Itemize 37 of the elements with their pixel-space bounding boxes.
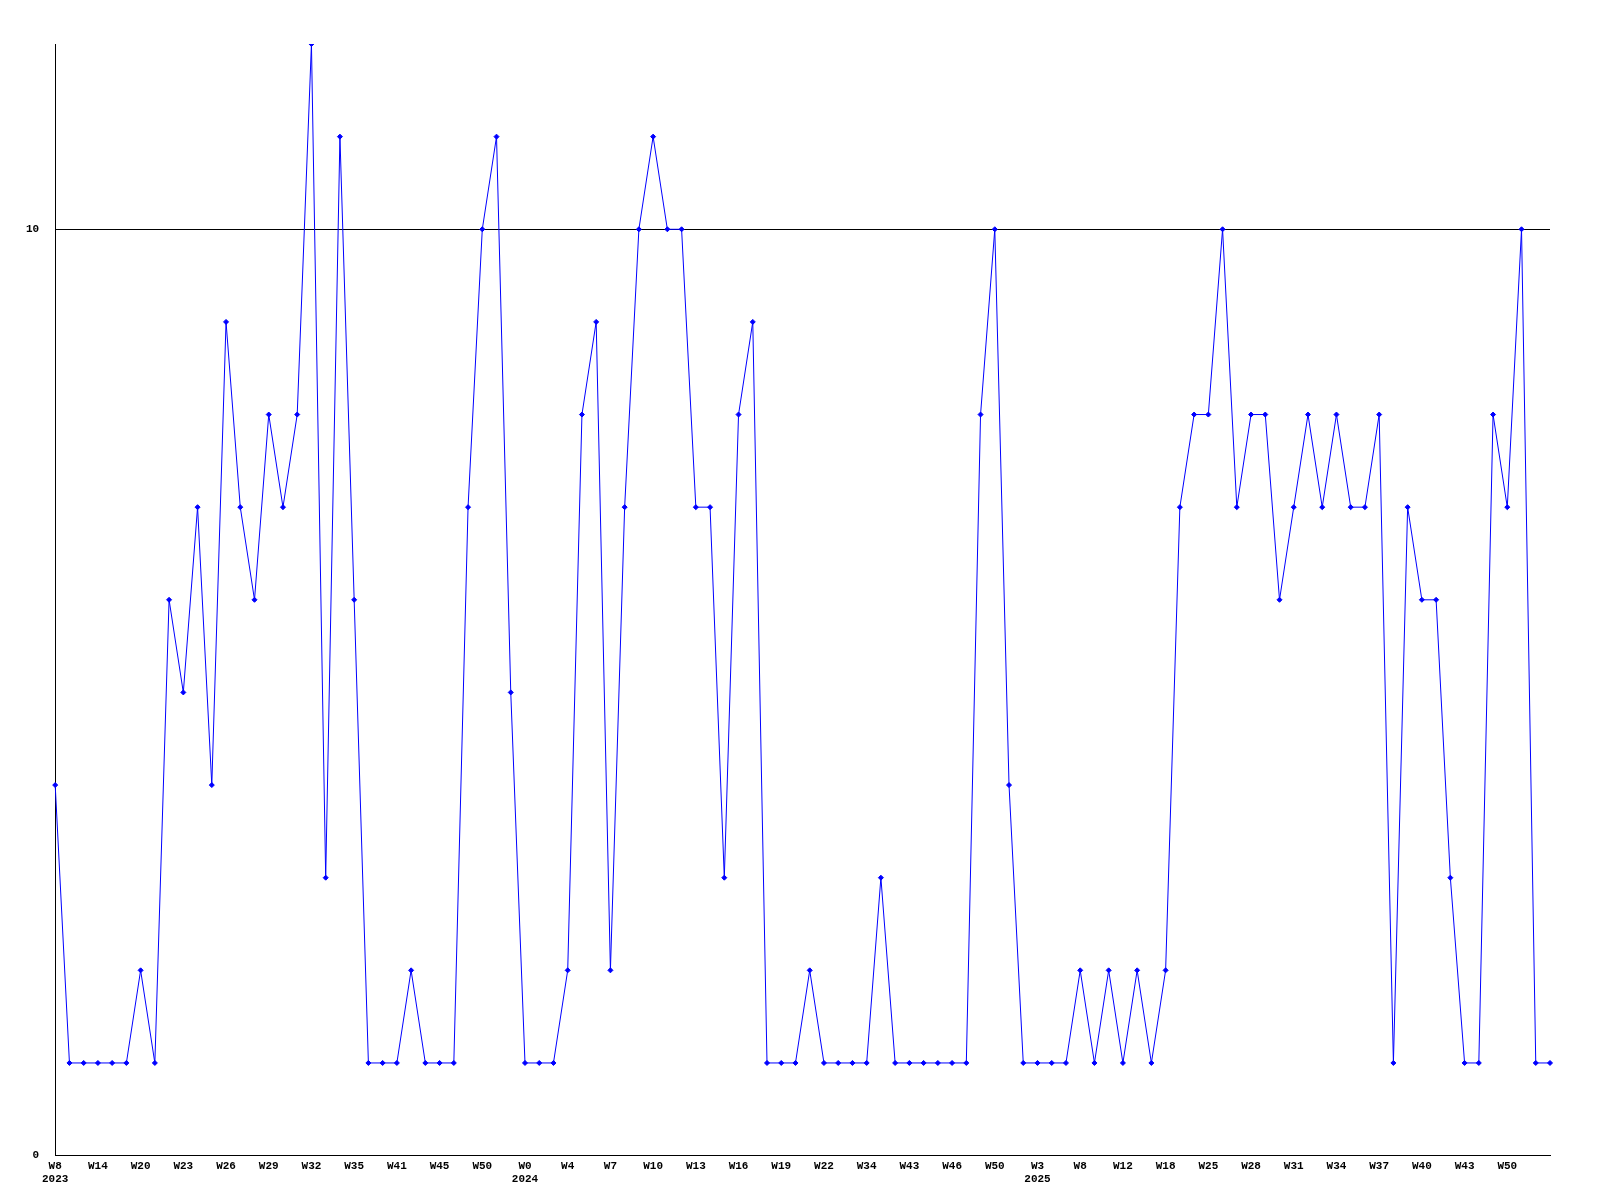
x-tick-label: W28 bbox=[1241, 1159, 1262, 1172]
x-tick-label: W37 bbox=[1369, 1159, 1390, 1172]
x-tick-label: W41 bbox=[386, 1159, 408, 1172]
x-tick-label: W8 bbox=[1073, 1159, 1088, 1172]
x-tick-label: W13 bbox=[685, 1159, 707, 1172]
x-tick-label: W14 bbox=[88, 1159, 109, 1172]
x-tick-label: W16 bbox=[728, 1159, 749, 1172]
x-tick-label: W25 bbox=[1198, 1159, 1219, 1172]
x-tick-label: W32 bbox=[301, 1159, 322, 1172]
x-tick-label: W45 bbox=[429, 1159, 450, 1172]
x-tick-label: W7 bbox=[603, 1159, 618, 1172]
x-tick-label: W50 bbox=[984, 1159, 1005, 1172]
x-tick-label: W20 bbox=[130, 1159, 151, 1172]
x-tick-label: W43 bbox=[1454, 1159, 1475, 1172]
x-tick-label: W18 bbox=[1155, 1159, 1176, 1172]
x-tick-label: W4 bbox=[561, 1159, 575, 1172]
x-tick-label: W19 bbox=[771, 1159, 792, 1172]
y-tick-label: 0 bbox=[32, 1149, 40, 1162]
y-tick-label: 10 bbox=[26, 223, 40, 236]
x-tick-label: W46 bbox=[942, 1159, 962, 1172]
x-tick-label: W10 bbox=[643, 1159, 664, 1172]
x-tick-label: W22 bbox=[814, 1159, 834, 1172]
x-tick-label: W50 bbox=[1497, 1159, 1518, 1172]
x-tick-label: W31 bbox=[1283, 1159, 1305, 1172]
x-tick-label: W40 bbox=[1411, 1159, 1432, 1172]
x-tick-label: W23 bbox=[173, 1159, 194, 1172]
x-tick-label: W34 bbox=[856, 1159, 877, 1172]
x-tick-label: W50 bbox=[472, 1159, 493, 1172]
x-tick-label: W34 bbox=[1326, 1159, 1347, 1172]
x-tick-label: W12 bbox=[1113, 1159, 1133, 1172]
x-tick-label: W26 bbox=[216, 1159, 236, 1172]
x-tick-label: W0 2024 bbox=[511, 1159, 539, 1186]
x-tick-label: W3 2025 bbox=[1024, 1159, 1052, 1186]
x-tick-label: W8 2023 bbox=[42, 1159, 69, 1186]
x-tick-label: W35 bbox=[344, 1159, 365, 1172]
x-tick-label: W43 bbox=[899, 1159, 920, 1172]
x-tick-label: W29 bbox=[258, 1159, 279, 1172]
